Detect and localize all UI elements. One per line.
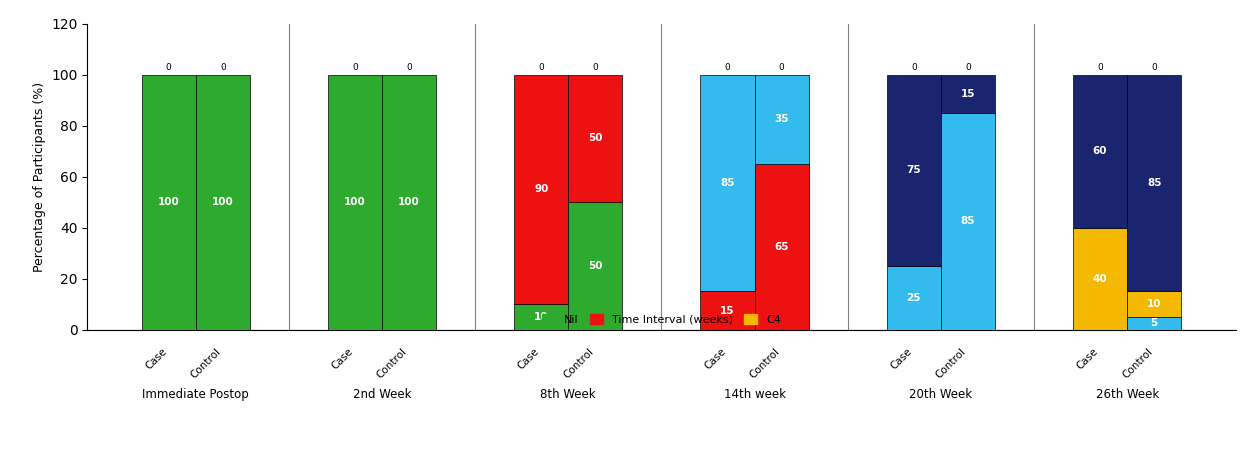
Bar — [196, 74, 250, 330]
Text: 0: 0 — [779, 63, 785, 72]
Y-axis label: Percentage of Participants (%): Percentage of Participants (%) — [32, 81, 46, 272]
Text: Immediate Postop: Immediate Postop — [142, 388, 250, 401]
Text: Control: Control — [934, 346, 968, 380]
Text: Control: Control — [376, 346, 409, 380]
Text: Case: Case — [1075, 346, 1099, 372]
Text: 100: 100 — [344, 197, 366, 207]
Text: 65: 65 — [775, 242, 789, 252]
Bar — [700, 292, 755, 330]
Text: 0: 0 — [166, 63, 171, 72]
Bar — [568, 202, 623, 330]
Bar — [941, 74, 995, 113]
Bar — [382, 74, 437, 330]
Text: Case: Case — [889, 346, 914, 372]
Text: Control: Control — [562, 346, 595, 380]
Text: 100: 100 — [212, 197, 233, 207]
Bar — [700, 74, 755, 292]
Bar — [141, 74, 196, 330]
Text: 0: 0 — [1152, 63, 1157, 72]
Text: 0: 0 — [352, 63, 358, 72]
Text: 14th week: 14th week — [724, 388, 785, 401]
Text: 85: 85 — [961, 216, 975, 226]
Bar — [514, 74, 568, 304]
Text: 0: 0 — [965, 63, 971, 72]
Text: 5: 5 — [1151, 318, 1158, 328]
Text: 2nd Week: 2nd Week — [353, 388, 412, 401]
Text: 15: 15 — [961, 89, 975, 99]
Text: Case: Case — [329, 346, 354, 372]
Bar — [1073, 227, 1127, 330]
Text: 26th Week: 26th Week — [1096, 388, 1158, 401]
Text: 25: 25 — [906, 293, 921, 303]
Text: 0: 0 — [911, 63, 916, 72]
Text: 15: 15 — [720, 306, 735, 316]
Text: 100: 100 — [157, 197, 180, 207]
Text: 100: 100 — [398, 197, 421, 207]
Bar — [886, 74, 941, 266]
Text: 20th Week: 20th Week — [910, 388, 972, 401]
Text: Control: Control — [1121, 346, 1154, 380]
Text: Case: Case — [144, 346, 168, 372]
Text: 0: 0 — [407, 63, 412, 72]
Text: 0: 0 — [1097, 63, 1103, 72]
Bar — [514, 304, 568, 330]
Text: 0: 0 — [220, 63, 226, 72]
Text: 60: 60 — [1093, 146, 1107, 156]
Text: 50: 50 — [588, 133, 603, 143]
Text: 40: 40 — [1093, 274, 1107, 284]
Text: 0: 0 — [725, 63, 730, 72]
Bar — [886, 266, 941, 330]
Text: Control: Control — [188, 346, 223, 380]
Text: 90: 90 — [534, 184, 548, 195]
Text: 35: 35 — [775, 114, 789, 124]
Bar — [568, 74, 623, 202]
Text: 50: 50 — [588, 261, 603, 271]
Bar — [755, 164, 809, 330]
Bar — [1127, 74, 1182, 292]
Text: 0: 0 — [538, 63, 544, 72]
Bar — [1127, 317, 1182, 330]
Text: 10: 10 — [1147, 299, 1162, 309]
Text: Control: Control — [748, 346, 781, 380]
Text: 85: 85 — [1147, 178, 1162, 188]
Text: 10: 10 — [534, 312, 548, 322]
Text: 0: 0 — [593, 63, 598, 72]
Bar — [755, 74, 809, 164]
Text: Case: Case — [515, 346, 542, 372]
Text: Case: Case — [703, 346, 728, 372]
Text: 75: 75 — [906, 165, 921, 175]
Text: 8th Week: 8th Week — [540, 388, 597, 401]
Bar — [941, 113, 995, 330]
Bar — [328, 74, 382, 330]
Bar — [1127, 292, 1182, 317]
Text: 85: 85 — [720, 178, 735, 188]
Bar — [1073, 74, 1127, 227]
Legend: Nil, Time Interval (weeks), C4: Nil, Time Interval (weeks), C4 — [537, 309, 786, 330]
